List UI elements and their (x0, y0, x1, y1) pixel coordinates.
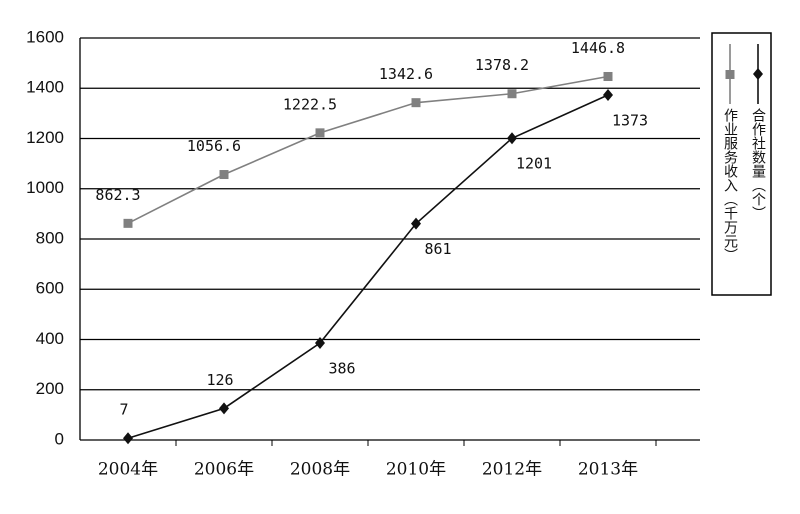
value-label: 861 (424, 240, 451, 258)
series: 7 126 386 861 1201 1373 (119, 89, 648, 445)
point (603, 71, 613, 81)
series-line (127, 94, 609, 440)
x-tick-label: 2008年 (290, 460, 350, 480)
y-tick-label: 400 (36, 329, 64, 348)
point (123, 432, 133, 445)
point (411, 98, 421, 108)
point (411, 217, 421, 230)
y-tick-label: 200 (36, 379, 64, 398)
point (219, 402, 229, 415)
point (219, 170, 229, 180)
point (603, 89, 613, 102)
point (507, 132, 517, 145)
value-label: 1378.2 (475, 56, 529, 74)
value-label: 1446.8 (571, 39, 625, 57)
x-tick-label: 2010年 (386, 460, 446, 480)
legend-marker (753, 68, 763, 80)
y-tick-label: 0 (55, 429, 64, 448)
y-tick-label: 1600 (26, 27, 64, 46)
value-label: 1222.5 (283, 95, 337, 113)
series-line (127, 75, 609, 225)
legend-box (711, 32, 772, 296)
y-tick-label: 1000 (26, 178, 64, 197)
y-tick-label: 600 (36, 279, 64, 298)
value-label: 1342.6 (379, 65, 433, 83)
point (507, 89, 517, 99)
legend-label: 合作社数量（个） (750, 108, 766, 220)
x-tick-label: 2006年 (194, 460, 254, 480)
y-tick-label: 1200 (26, 128, 64, 147)
value-label: 1056.6 (187, 137, 241, 155)
legend-marker (725, 70, 735, 79)
value-label: 1373 (612, 112, 648, 130)
point (315, 128, 325, 138)
value-label: 1201 (516, 155, 552, 173)
point (123, 218, 133, 228)
x-tick-label: 2013年 (578, 460, 638, 480)
value-label: 386 (328, 360, 355, 378)
y-tick-label: 800 (36, 228, 64, 247)
x-tick-label: 2012年 (482, 460, 542, 480)
value-label: 7 (119, 401, 128, 419)
value-label: 862.3 (95, 186, 140, 204)
x-tick-label: 2004年 (98, 460, 158, 480)
y-tick-label: 1400 (26, 78, 64, 97)
legend-label: 作业服务收入（千万元） (722, 108, 738, 262)
series: 862.3 1056.6 1222.5 1342.6 1378.2 1446.8 (95, 39, 625, 228)
point (315, 337, 325, 350)
value-label: 126 (206, 371, 233, 389)
